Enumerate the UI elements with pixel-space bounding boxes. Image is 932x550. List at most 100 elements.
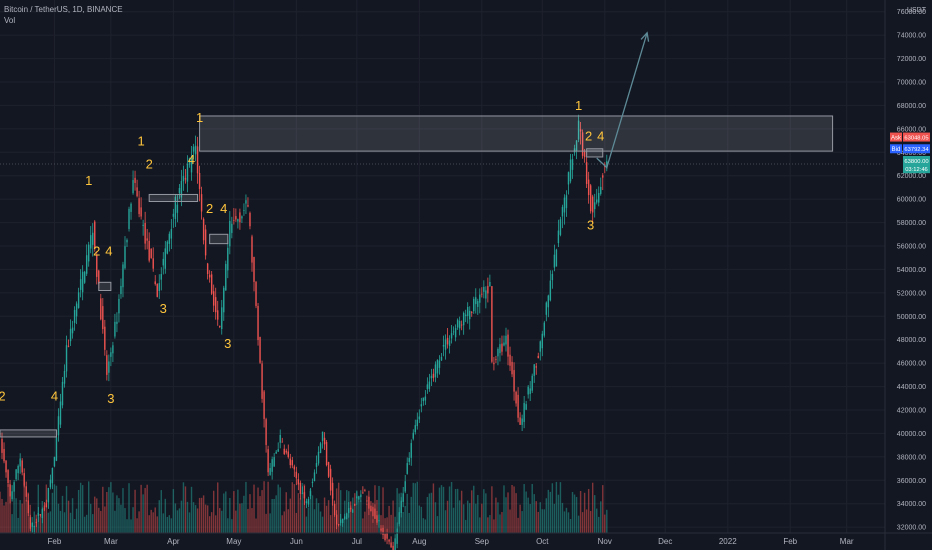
candle-body	[237, 219, 239, 222]
volume-bar	[497, 502, 499, 533]
price-tick-label: 68000.00	[897, 103, 926, 110]
volume-bar	[9, 484, 11, 533]
candle-body	[350, 507, 352, 510]
price-zone[interactable]	[209, 233, 229, 245]
candle-body	[7, 470, 9, 483]
candle-body	[13, 482, 15, 492]
candle-body	[305, 501, 308, 504]
volume-bar	[261, 490, 263, 533]
candle-body	[202, 218, 205, 241]
candle-body	[606, 161, 608, 169]
volume-bar	[120, 504, 122, 533]
candle-body	[545, 302, 548, 315]
volume-bar	[233, 491, 235, 533]
price-tick-label: 38000.00	[897, 454, 926, 461]
candle-body	[339, 519, 342, 523]
candle-body	[321, 431, 324, 441]
price-zone[interactable]	[98, 281, 112, 292]
candle-body	[239, 212, 241, 223]
volume-bar	[519, 504, 521, 533]
volume-bar	[267, 481, 269, 533]
candle-body	[543, 322, 546, 336]
candle-body	[11, 491, 13, 500]
candle-body	[1, 438, 3, 453]
candle-body	[416, 419, 419, 427]
candle-body	[537, 355, 539, 359]
candle-body	[21, 460, 23, 473]
volume-bar	[283, 511, 285, 533]
volume-bar	[440, 485, 443, 533]
candle-body	[170, 229, 173, 239]
volume-bar	[202, 495, 205, 533]
candle-body	[376, 515, 378, 523]
candle-body	[563, 197, 566, 213]
time-tick-label: Jun	[290, 537, 303, 546]
volume-bar	[219, 508, 221, 533]
candle-body	[418, 416, 421, 420]
volume-bar	[430, 492, 433, 533]
price-tick-label: 54000.00	[897, 267, 926, 274]
volume-bar	[360, 500, 362, 533]
wave-label: 2	[0, 389, 6, 404]
candle-body	[112, 345, 114, 354]
candle-body	[255, 281, 257, 307]
volume-bar	[313, 509, 316, 533]
volume-bar	[63, 512, 66, 533]
volume-bar	[291, 482, 294, 533]
volume-bar	[481, 503, 483, 533]
candle-body	[29, 517, 31, 529]
candle-body	[180, 180, 183, 198]
candle-body	[372, 506, 374, 517]
price-tick-label: 36000.00	[897, 478, 926, 485]
candle-body	[283, 448, 285, 455]
candle-body	[450, 333, 453, 339]
candle-body	[227, 247, 229, 271]
volume-bar	[402, 511, 404, 533]
candle-body	[342, 518, 344, 524]
volume-bar	[565, 507, 568, 533]
volume-bar	[384, 518, 386, 533]
volume-bar	[587, 489, 590, 533]
time-tick-label: Jul	[352, 537, 362, 546]
volume-bar	[126, 519, 128, 533]
volume-bar	[543, 509, 546, 533]
price-zone[interactable]	[586, 148, 604, 158]
volume-bar	[21, 503, 23, 533]
candle-body	[460, 324, 463, 326]
volume-bar	[15, 498, 17, 533]
candle-body	[134, 177, 136, 183]
candle-body	[366, 500, 368, 502]
candle-body	[235, 216, 237, 220]
volume-bar	[176, 510, 179, 533]
candle-body	[311, 481, 314, 483]
volume-bar	[555, 481, 558, 533]
volume-bar	[158, 500, 160, 533]
volume-bar	[140, 484, 142, 533]
candle-body	[495, 359, 497, 360]
candle-body	[464, 314, 467, 317]
volume-bar	[239, 503, 241, 533]
candle-body	[549, 280, 552, 301]
price-badge-value: 03:12:46	[905, 167, 928, 173]
volume-bar	[364, 511, 366, 533]
price-zone[interactable]	[0, 429, 57, 438]
volume-bar	[69, 512, 72, 533]
volume-bar	[485, 493, 487, 533]
price-badge-value: 63800.00	[904, 159, 928, 165]
candle-body	[208, 274, 211, 278]
projection-arrow-line[interactable]	[596, 32, 648, 169]
price-zone[interactable]	[148, 193, 199, 202]
candle-body	[380, 528, 382, 531]
volume-bar	[535, 501, 537, 533]
volume-bar	[571, 491, 574, 533]
volume-bar	[85, 514, 88, 533]
candle-body	[200, 194, 203, 212]
candle-body	[591, 196, 594, 213]
price-zone[interactable]	[199, 115, 834, 152]
candle-body	[602, 175, 604, 178]
volume-bar	[593, 495, 596, 533]
wave-label: 4	[597, 129, 604, 144]
candle-body	[477, 301, 479, 307]
